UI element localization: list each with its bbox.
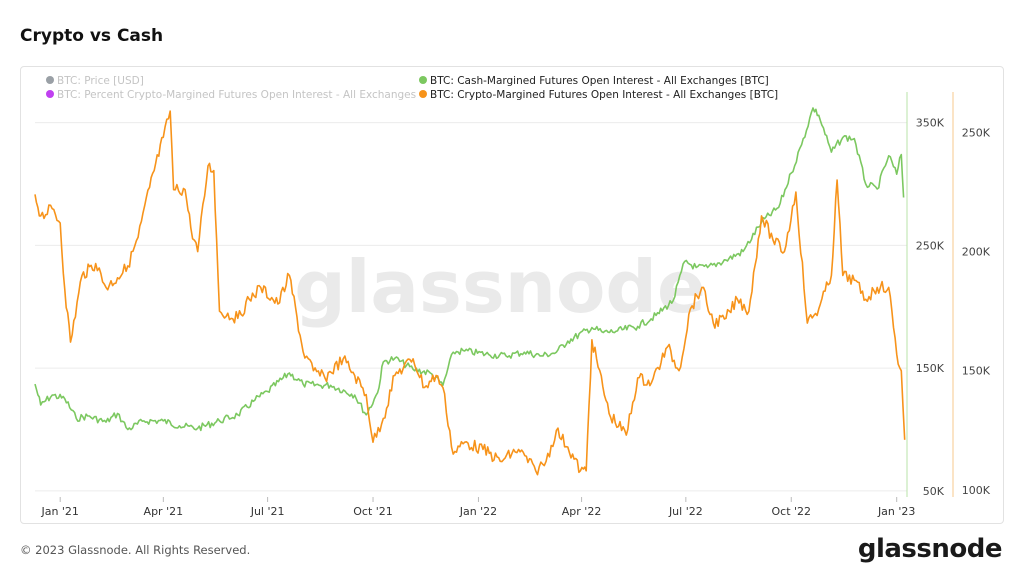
x-tick-label: Jan '23	[877, 505, 915, 518]
x-axis: Jan '21 Apr '21 Jul '21 Oct '21 Jan '22 Apr '…	[40, 497, 915, 518]
series-line-crypto-margined	[34, 110, 906, 476]
x-tick-label: Jul '22	[668, 505, 703, 518]
glassnode-logo: glassnode	[857, 534, 1003, 564]
legend-dot	[419, 76, 427, 84]
legend-dot	[46, 90, 54, 98]
legend-item[interactable]: BTC: Percent Crypto-Margined Futures Ope…	[46, 89, 416, 101]
y-axis-green: 350K 250K 150K 50K	[916, 117, 945, 498]
gridlines	[35, 122, 907, 492]
x-tick-label: Oct '22	[771, 505, 811, 518]
page-title: Crypto vs Cash	[20, 26, 164, 46]
legend: BTC: Price [USD] BTC: Percent Crypto-Marg…	[46, 75, 778, 101]
orange-axis-tick: 100K	[962, 484, 991, 497]
green-axis-tick: 250K	[916, 239, 945, 252]
legend-label: BTC: Crypto-Margined Futures Open Intere…	[430, 89, 778, 101]
legend-item[interactable]: BTC: Crypto-Margined Futures Open Intere…	[419, 89, 778, 101]
x-tick-label: Jan '22	[459, 505, 497, 518]
orange-axis-tick: 150K	[962, 365, 991, 378]
watermark: glassnode	[294, 245, 706, 329]
x-tick-label: Jul '21	[250, 505, 285, 518]
legend-label: BTC: Price [USD]	[57, 75, 144, 87]
legend-label: BTC: Percent Crypto-Margined Futures Ope…	[57, 89, 416, 101]
copyright: © 2023 Glassnode. All Rights Reserved.	[20, 543, 251, 557]
x-tick-label: Oct '21	[353, 505, 393, 518]
x-tick-label: Jan '21	[40, 505, 78, 518]
green-axis-tick: 150K	[916, 362, 945, 375]
green-axis-tick: 350K	[916, 117, 945, 130]
legend-label: BTC: Cash-Margined Futures Open Interest…	[430, 75, 769, 87]
legend-item[interactable]: BTC: Cash-Margined Futures Open Interest…	[419, 75, 769, 87]
x-tick-label: Apr '22	[562, 505, 602, 518]
green-axis-tick: 50K	[923, 485, 945, 498]
series-layer	[34, 107, 906, 476]
legend-dot	[46, 76, 54, 84]
y-axis-orange: 250K 200K 150K 100K	[962, 127, 991, 497]
orange-axis-tick: 250K	[962, 127, 991, 140]
x-tick-label: Apr '21	[144, 505, 184, 518]
legend-dot	[419, 90, 427, 98]
legend-item[interactable]: BTC: Price [USD]	[46, 75, 144, 87]
orange-axis-tick: 200K	[962, 246, 991, 259]
